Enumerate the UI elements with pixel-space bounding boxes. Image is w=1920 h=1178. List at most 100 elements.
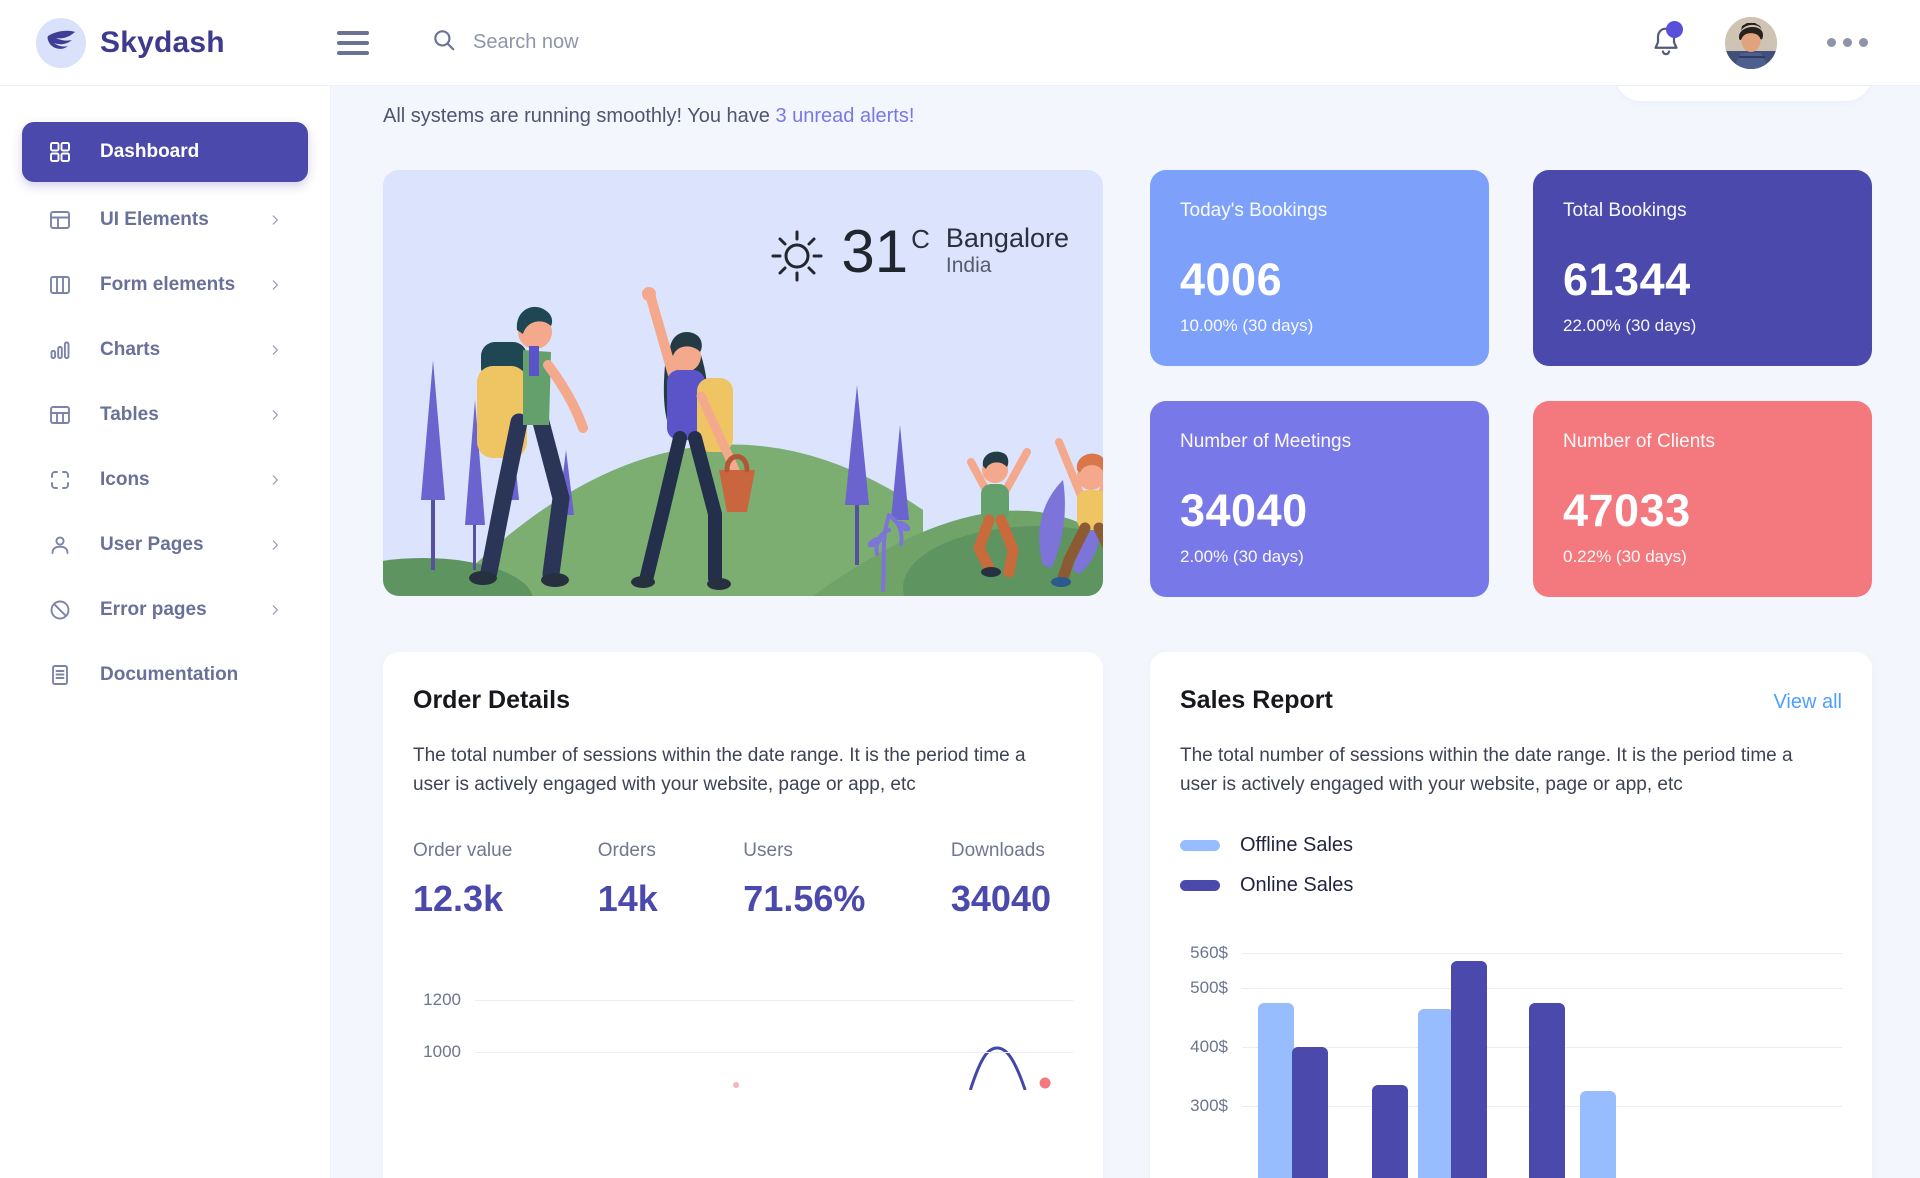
page-subtitle: All systems are running smoothly! You ha…: [383, 105, 914, 128]
sidebar-item-label: Form elements: [100, 273, 236, 295]
axis-tick-label: 500$: [1190, 977, 1228, 997]
hikers-illustration: [383, 170, 1103, 596]
sidebar-item-ui-elements[interactable]: UI Elements: [22, 187, 308, 252]
user-icon: [48, 532, 74, 558]
legend-item: Online Sales: [1180, 874, 1842, 897]
weather-unit: C: [911, 224, 930, 254]
sidebar-item-charts[interactable]: Charts: [22, 317, 308, 382]
sidebar-item-label: Documentation: [100, 663, 239, 685]
stat-card: Today's Bookings 4006 10.00% (30 days): [1150, 170, 1489, 366]
weather-temperature: 31 C: [841, 218, 930, 285]
gridline: [1242, 987, 1842, 989]
stat-cards-grid: Today's Bookings 4006 10.00% (30 days) Tota…: [1150, 170, 1872, 597]
chart-legend: Offline Sales Online Sales: [1180, 834, 1842, 897]
stat-card-value: 47033: [1563, 485, 1691, 536]
table-icon: [48, 402, 74, 428]
sidebar-item-form-elements[interactable]: Form elements: [22, 252, 308, 317]
ellipsis-menu-icon[interactable]: [1821, 32, 1874, 53]
sidebar-item-label: UI Elements: [100, 208, 209, 230]
legend-swatch: [1180, 879, 1220, 891]
sidebar-item-label: User Pages: [100, 533, 204, 555]
legend-label: Online Sales: [1240, 873, 1354, 896]
bar-offline: [1580, 1091, 1617, 1178]
hamburger-menu-icon[interactable]: [331, 25, 375, 61]
sidebar: Dashboard UI Elements Form elements Charts T…: [0, 86, 331, 1178]
order-trend-chart: 1200 1000: [413, 972, 1073, 1090]
sidebar-item-user-pages[interactable]: User Pages: [22, 512, 308, 577]
search-input[interactable]: [473, 31, 793, 54]
order-stat-label: Order value: [413, 839, 513, 861]
sidebar-item-dashboard[interactable]: Dashboard: [22, 122, 308, 182]
ban-icon: [48, 597, 74, 623]
notifications-button[interactable]: [1651, 21, 1683, 60]
order-stat: Users 71.56%: [743, 840, 865, 920]
chevron-right-icon: [268, 603, 282, 617]
sales-report-title: Sales Report: [1180, 686, 1333, 714]
search-icon: [431, 27, 457, 58]
axis-tick-label: 300$: [1190, 1095, 1228, 1115]
order-stat-value: 34040: [950, 877, 1051, 919]
order-stats-row: Order value 12.3k Orders 14k Users 71.56% Down…: [413, 840, 1073, 920]
file-icon: [48, 662, 74, 688]
gridline: [475, 1051, 1073, 1053]
order-stat-label: Users: [743, 839, 793, 861]
chevron-right-icon: [268, 278, 282, 292]
bar-online: [1291, 1046, 1328, 1178]
legend-item: Offline Sales: [1180, 834, 1842, 857]
sidebar-item-label: Dashboard: [100, 141, 200, 162]
order-stat-label: Orders: [597, 839, 656, 861]
grid-icon: [48, 139, 74, 165]
order-details-title: Order Details: [413, 686, 571, 714]
order-details-description: The total number of sessions within the …: [413, 745, 1026, 796]
bar-online: [1529, 1002, 1566, 1178]
axis-tick-label: 1000: [423, 1041, 461, 1061]
sidebar-item-label: Icons: [100, 468, 150, 490]
sidebar-item-label: Charts: [100, 338, 161, 360]
subtitle-text: All systems are running smoothly! You ha…: [383, 105, 776, 127]
sales-report-card: Sales Report View all The total number o…: [1150, 652, 1872, 1178]
sidebar-item-documentation[interactable]: Documentation: [22, 642, 308, 707]
chevron-right-icon: [268, 213, 282, 227]
order-stat-value: 14k: [597, 877, 658, 919]
brand[interactable]: Skydash: [0, 17, 331, 68]
sidebar-item-tables[interactable]: Tables: [22, 382, 308, 447]
barchart-icon: [48, 337, 74, 363]
sidebar-menu: Dashboard UI Elements Form elements Charts T…: [22, 122, 308, 707]
sun-icon: [769, 228, 825, 289]
stat-card-change: 10.00% (30 days): [1180, 316, 1314, 335]
stat-card: Number of Clients 47033 0.22% (30 days): [1533, 401, 1872, 597]
layout-icon: [48, 207, 74, 233]
stat-card-change: 2.00% (30 days): [1180, 547, 1304, 566]
bar-online: [1371, 1085, 1408, 1178]
order-stat-value: 12.3k: [413, 877, 504, 919]
chevron-right-icon: [268, 473, 282, 487]
stat-card-title: Today's Bookings: [1180, 200, 1328, 221]
sidebar-item-label: Error pages: [100, 598, 207, 620]
gridline: [475, 999, 1073, 1001]
stat-card-title: Total Bookings: [1563, 200, 1687, 221]
order-details-card: Order Details The total number of sessio…: [383, 652, 1103, 1178]
legend-swatch: [1180, 839, 1220, 851]
sales-report-description: The total number of sessions within the …: [1180, 745, 1793, 796]
sidebar-item-error-pages[interactable]: Error pages: [22, 577, 308, 642]
order-stat-label: Downloads: [950, 839, 1045, 861]
brand-name: Skydash: [100, 25, 225, 59]
user-avatar[interactable]: [1725, 16, 1777, 69]
gridline: [1242, 952, 1842, 954]
main-content: Welcome Aamir All systems are running sm…: [331, 0, 1920, 1178]
sales-bar-chart: 560$ 500$ 400$ 300$: [1180, 941, 1842, 1178]
order-stat: Orders 14k: [598, 840, 658, 920]
top-navbar: Skydash: [0, 0, 1920, 86]
unread-alerts-link[interactable]: 3 unread alerts!: [775, 105, 915, 127]
axis-tick-label: 1200: [423, 989, 461, 1009]
stat-card-value: 34040: [1180, 485, 1308, 536]
chevron-right-icon: [268, 408, 282, 422]
sidebar-item-icons[interactable]: Icons: [22, 447, 308, 512]
weather-country: India: [945, 253, 992, 277]
search-box: [431, 27, 793, 58]
stat-card-value: 61344: [1563, 254, 1691, 305]
order-stat-value: 71.56%: [743, 877, 866, 919]
bar-offline: [1418, 1008, 1455, 1178]
stat-card-title: Number of Meetings: [1180, 431, 1352, 452]
view-all-link[interactable]: View all: [1773, 691, 1842, 713]
